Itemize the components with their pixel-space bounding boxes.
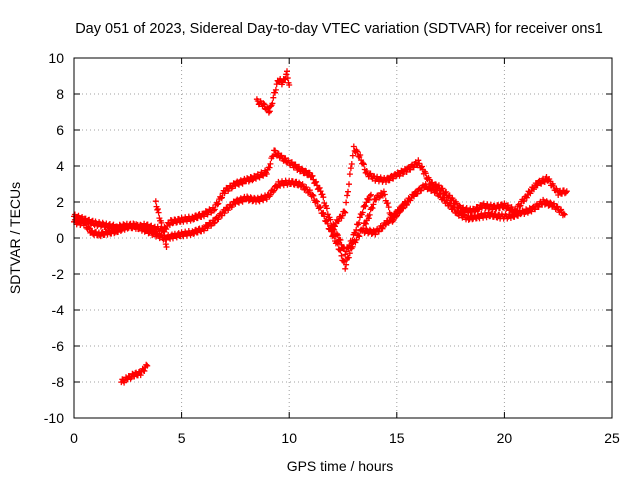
y-tick-label: 0: [56, 230, 64, 246]
data-point-markers: [329, 191, 374, 258]
x-tick-label: 15: [389, 430, 405, 446]
y-tick-label: -2: [52, 266, 65, 282]
y-tick-label: 2: [56, 194, 64, 210]
tick-layer: 0 5 10 15 20 25 -10 -8 -6 -4 -2 0 2 4 6 8 10: [44, 50, 620, 446]
y-tick-label: 10: [48, 50, 64, 66]
x-tick-label: 25: [604, 430, 620, 446]
series-negative-cluster: [118, 361, 151, 386]
y-tick-label: 4: [56, 158, 64, 174]
series-short-segment-1: [329, 191, 374, 258]
y-axis-label: SDTVAR / TECUs: [7, 182, 23, 294]
series-early-cluster: [152, 198, 170, 250]
y-tick-label: -10: [44, 410, 64, 426]
data-point-markers: [253, 68, 293, 116]
x-tick-label: 5: [178, 430, 186, 446]
plot-frame: [73, 57, 613, 419]
data-point-markers: [71, 143, 570, 235]
x-tick-label: 10: [281, 430, 297, 446]
y-tick-label: -6: [52, 338, 65, 354]
series-high-cluster: [253, 68, 293, 116]
y-tick-label: 6: [56, 122, 64, 138]
chart-title: Day 051 of 2023, Sidereal Day-to-day VTE…: [75, 21, 603, 37]
data-point-markers: [152, 198, 170, 250]
y-tick-label: -4: [52, 302, 65, 318]
x-tick-label: 20: [497, 430, 513, 446]
data-point-markers: [118, 361, 151, 386]
grid-layer: [74, 58, 612, 418]
y-tick-label: 8: [56, 86, 64, 102]
y-tick-label: -8: [52, 374, 65, 390]
data-layer: [71, 68, 570, 386]
series-short-segment-2: [361, 199, 411, 238]
x-tick-label: 0: [70, 430, 78, 446]
x-axis-label: GPS time / hours: [287, 458, 394, 474]
series-main-trace-upper: [71, 143, 570, 235]
data-point-markers: [361, 199, 411, 238]
